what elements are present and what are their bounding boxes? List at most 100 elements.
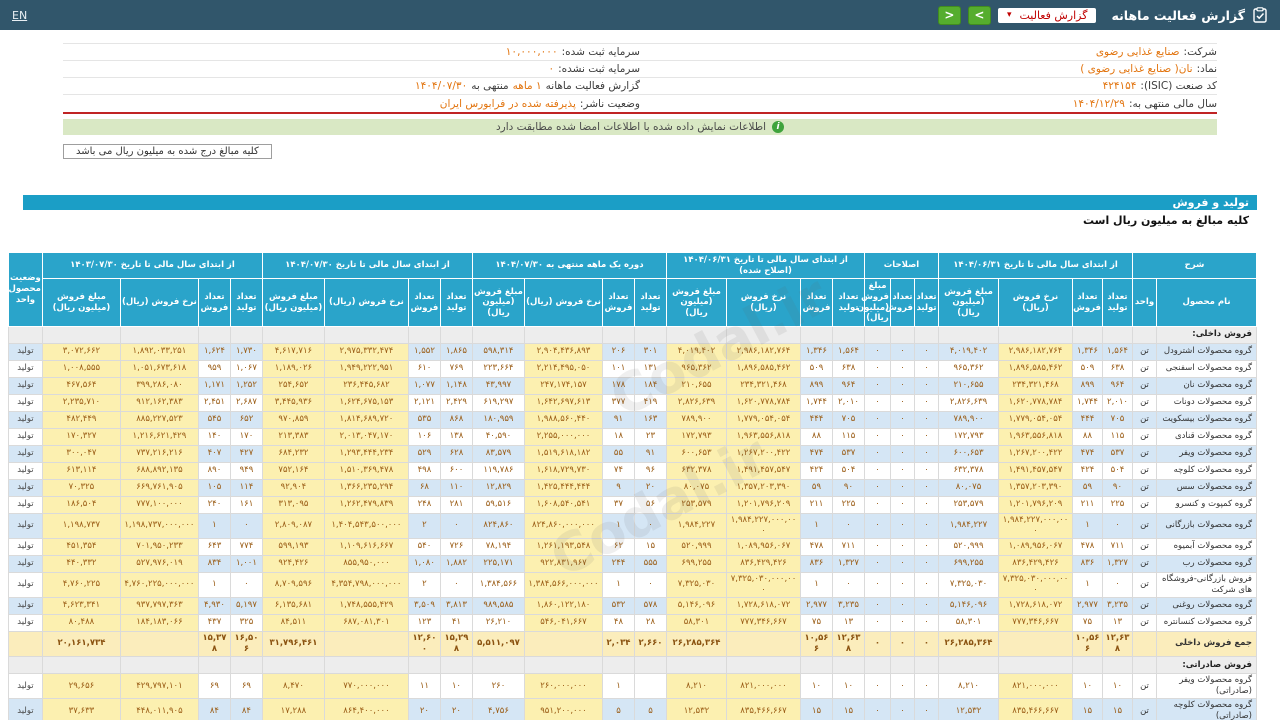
value-cell: ۱,۲۶۱,۱۹۳,۵۴۸ xyxy=(523,537,603,556)
value-cell: ۲۱۱ xyxy=(1072,495,1103,514)
value-cell: ۱۲۳ xyxy=(407,613,441,632)
value-cell: ۱۰ xyxy=(831,673,865,700)
cell xyxy=(41,325,121,344)
value-cell: ۲,۸۰۹,۰۸۷ xyxy=(261,512,325,539)
header-g06-t: تعداد تولید xyxy=(1102,278,1133,327)
value-cell: ۱۷,۲۸۸ xyxy=(261,698,325,720)
value-cell: ۱,۳۵۷,۲۰۳,۳۹۰ xyxy=(998,478,1073,497)
value-cell: ۱۰,۵۶۶ xyxy=(1072,630,1103,658)
value-cell: ۱,۳۲۷ xyxy=(1102,554,1133,573)
value-cell: ۲۰۶ xyxy=(601,342,635,361)
value-cell: ۰ xyxy=(1102,512,1133,539)
value-cell: ۹۶۵,۳۶۲ xyxy=(665,359,727,378)
cell xyxy=(261,656,325,675)
value-cell: ۱۱۴ xyxy=(229,478,263,497)
value-cell: ۷۸,۱۹۴ xyxy=(471,537,525,556)
value-cell: ۵۹۹,۱۹۳ xyxy=(261,537,325,556)
company-value: صنایع غذایی رضوی xyxy=(1095,46,1180,58)
value-cell: ۱۱۰ xyxy=(439,478,473,497)
header-prev-n: نرخ فروش (ریال) xyxy=(119,278,199,327)
value-cell: ۷,۳۲۵,۰۳۰ xyxy=(938,571,999,598)
value-cell: ۴۲۴ xyxy=(799,461,833,480)
section-title-bar: تولید و فروش xyxy=(23,195,1257,210)
cell xyxy=(863,656,892,675)
value-cell: ۰ xyxy=(890,512,915,539)
value-cell: ۰ xyxy=(914,427,939,446)
value-cell: ۶۹ xyxy=(229,673,263,700)
product-status-cell: تولید xyxy=(7,698,43,720)
value-cell: ۹۲,۹۰۴ xyxy=(261,478,325,497)
value-cell: ۱,۰۰۸,۵۵۵ xyxy=(41,359,121,378)
value-cell: ۱,۳۲۷ xyxy=(831,554,865,573)
value-cell: ۷۱۱ xyxy=(831,537,865,556)
next-report-button[interactable]: > xyxy=(967,5,991,25)
value-cell: ۱,۲۶۲,۴۷۹,۸۳۹ xyxy=(323,495,409,514)
value-cell: ۱,۳۸۴,۵۶۶ xyxy=(471,571,525,598)
value-cell: ۱۰ xyxy=(1072,673,1103,700)
value-cell: ۲,۴۲۹ xyxy=(439,393,473,412)
report-header-group: گزارش فعالیت ماهانه گزارش فعالیت ▾ > < xyxy=(937,5,1268,25)
value-cell: ۰ xyxy=(831,571,865,598)
value-cell: ۰ xyxy=(863,478,892,497)
value-cell: ۰ xyxy=(890,673,915,700)
value-cell: ۱۶۳ xyxy=(633,410,667,429)
product-name-cell: گروه محصولات کلوچه xyxy=(1156,461,1257,480)
value-cell: ۸۹۹ xyxy=(799,376,833,395)
value-cell: ۱,۶۲۴ xyxy=(197,342,231,361)
cell xyxy=(471,325,525,344)
report-type-dropdown[interactable]: گزارش فعالیت ▾ xyxy=(997,7,1097,23)
product-status-cell: تولید xyxy=(7,512,43,539)
value-cell: ۵۸,۳۰۱ xyxy=(665,613,727,632)
cell xyxy=(229,656,263,675)
value-cell: ۱,۹۸۴,۲۲۷ xyxy=(938,512,999,539)
report-period-date: ۱۴۰۴/۰۷/۳۰ xyxy=(415,80,468,92)
value-cell: ۵۴۶,۰۴۱,۶۶۷ xyxy=(523,613,603,632)
product-name-cell: گروه محصولات رب xyxy=(1156,554,1257,573)
value-cell: ۱۳۱ xyxy=(633,359,667,378)
cell xyxy=(41,656,121,675)
header-period-f: تعداد فروش xyxy=(601,278,635,327)
value-cell: ۰ xyxy=(890,461,915,480)
cell xyxy=(633,656,667,675)
value-cell: ۵,۱۹۷ xyxy=(229,596,263,615)
language-toggle-en[interactable]: EN xyxy=(12,8,28,22)
value-cell: ۱,۳۶۶,۲۳۵,۲۹۴ xyxy=(323,478,409,497)
value-cell: ۳۲۵ xyxy=(229,613,263,632)
signature-match-banner: i اطلاعات نمایش داده شده با اطلاعات امضا… xyxy=(63,119,1217,135)
value-cell: ۲۰,۱۶۱,۷۳۴ xyxy=(41,630,121,658)
previous-report-button[interactable]: < xyxy=(937,5,961,25)
header-period-t: تعداد تولید xyxy=(633,278,667,327)
cell xyxy=(725,325,801,344)
value-cell: ۶۰۰,۶۵۳ xyxy=(938,444,999,463)
value-cell: ۹۱۲,۱۶۲,۳۸۳ xyxy=(119,393,199,412)
value-cell: ۰ xyxy=(439,571,473,598)
value-cell: ۱۱۵ xyxy=(831,427,865,446)
report-period-length: ۱ ماهه xyxy=(512,80,542,92)
cell xyxy=(523,325,603,344)
value-cell: ۱۵ xyxy=(831,698,865,720)
value-cell: ۵۲۰,۹۹۹ xyxy=(938,537,999,556)
unit-cell: تن xyxy=(1132,495,1157,514)
product-status-cell: تولید xyxy=(7,359,43,378)
value-cell: ۱,۰۷۷ xyxy=(407,376,441,395)
value-cell: ۷۷۰,۰۰۰,۰۰۰ xyxy=(323,673,409,700)
value-cell: ۲,۰۱۳,۰۴۷,۱۷۰ xyxy=(323,427,409,446)
report-period-label: گزارش فعالیت ماهانه xyxy=(545,80,640,92)
value-cell: ۱ xyxy=(601,512,635,539)
value-cell: ۱۲,۶۰۰ xyxy=(407,630,441,658)
value-cell: ۴۴۰,۳۳۲ xyxy=(41,554,121,573)
value-cell: ۷۵۲,۱۶۴ xyxy=(261,461,325,480)
value-cell: ۰ xyxy=(1102,571,1133,598)
product-row: گروه محصولات سس تن ۹۰ ۵۹ ۱,۳۵۷,۲۰۳,۳۹۰ ۸۰,۰۷۵… xyxy=(7,478,1257,497)
value-cell: ۶۳۲,۳۷۸ xyxy=(938,461,999,480)
value-cell: ۱ xyxy=(601,673,635,700)
value-cell: ۴۳,۹۹۷ xyxy=(471,376,525,395)
value-cell: ۱ xyxy=(197,571,231,598)
value-cell: ۶۱۹,۲۹۷ xyxy=(471,393,525,412)
value-cell: ۷,۳۲۵,۰۳۰,۰۰۰,۰۰۰ xyxy=(998,571,1073,598)
value-cell: ۰ xyxy=(914,596,939,615)
value-cell: ۸۳۵,۴۶۶,۶۶۷ xyxy=(725,698,801,720)
value-cell: ۵۴۰ xyxy=(407,537,441,556)
value-cell: ۸۳۶,۴۲۹,۴۲۶ xyxy=(998,554,1073,573)
